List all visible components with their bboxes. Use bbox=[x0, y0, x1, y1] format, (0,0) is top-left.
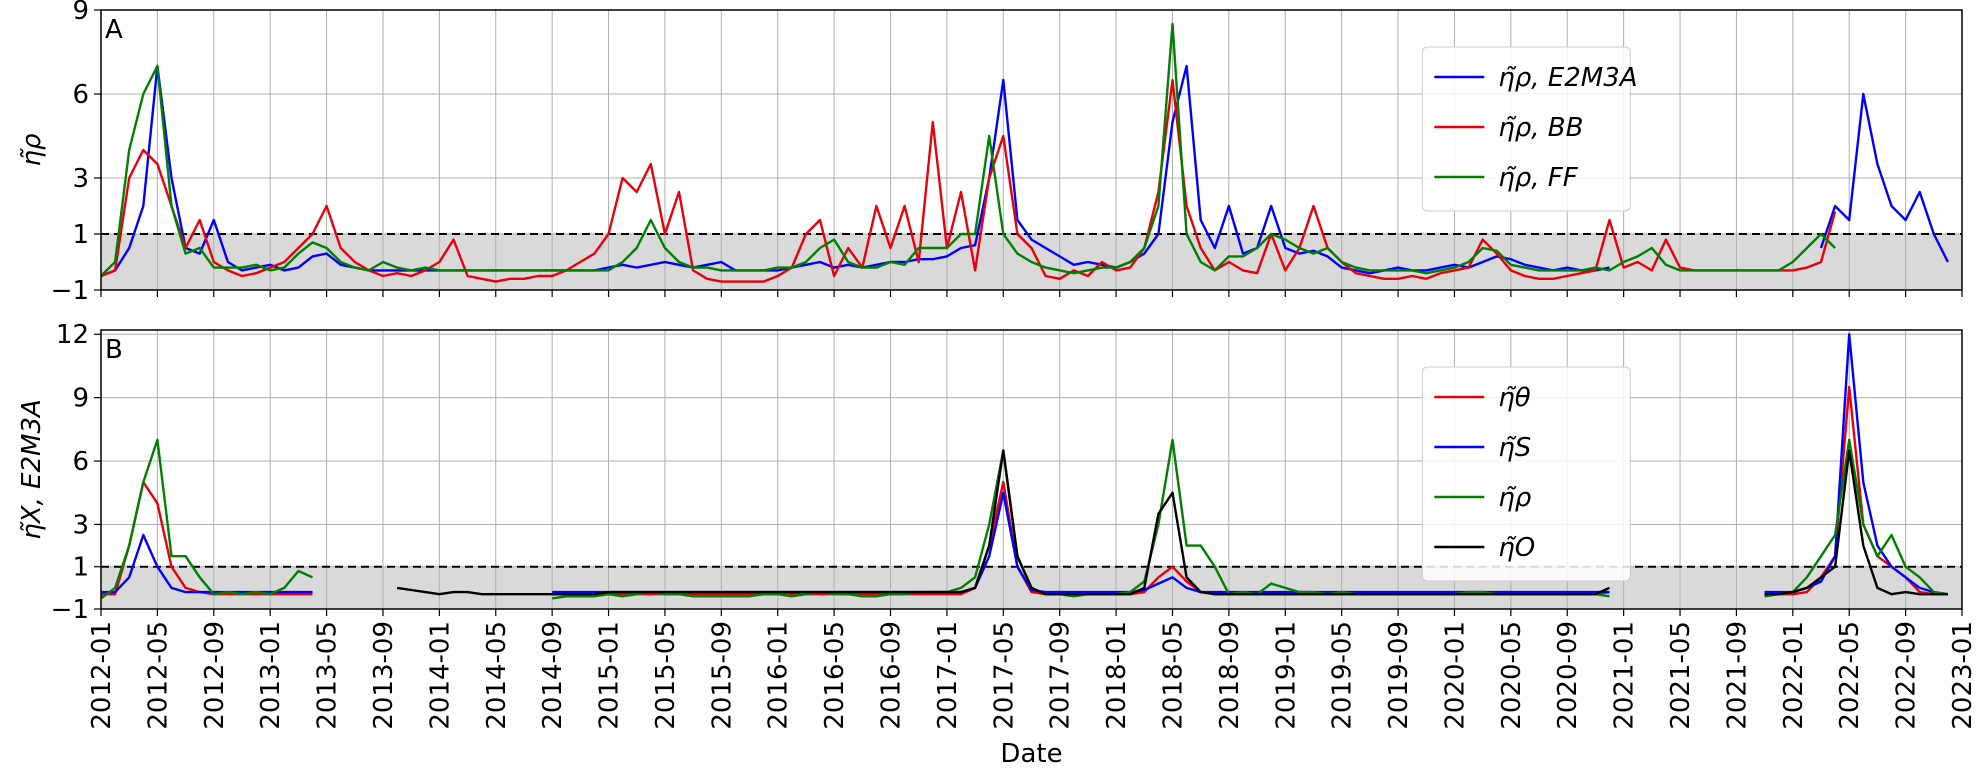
x-tick-label: 2018-01 bbox=[1102, 621, 1132, 730]
y-tick-label: 3 bbox=[72, 164, 89, 194]
legend-label: η̃O bbox=[1498, 533, 1535, 563]
x-tick-label: 2021-05 bbox=[1666, 621, 1696, 730]
series-line bbox=[101, 22, 1836, 277]
legend-label: η̃ρ, FF bbox=[1498, 163, 1578, 193]
plot-frame bbox=[100, 9, 1963, 291]
x-tick-label: 2017-05 bbox=[989, 621, 1019, 730]
x-tick-label: 2012-05 bbox=[143, 621, 173, 730]
x-tick-label: 2016-01 bbox=[764, 621, 794, 730]
x-tick-label: 2013-01 bbox=[256, 621, 286, 730]
x-tick-label: 2017-01 bbox=[933, 621, 963, 730]
x-axis-label: Date bbox=[1000, 739, 1062, 768]
x-tick-label: 2013-05 bbox=[313, 621, 343, 730]
series-line bbox=[101, 333, 1949, 596]
y-tick-label: 1 bbox=[72, 553, 89, 583]
x-tick-label: 2015-05 bbox=[651, 621, 681, 730]
y-tick-label: −1 bbox=[51, 595, 89, 625]
series-layer bbox=[101, 333, 1949, 600]
series-layer bbox=[101, 22, 1949, 283]
x-tick-label: 2015-09 bbox=[707, 621, 737, 730]
x-tick-label: 2022-05 bbox=[1835, 621, 1865, 730]
x-tick-label: 2023-01 bbox=[1948, 621, 1976, 730]
x-tick-label: 2017-09 bbox=[1046, 621, 1076, 730]
x-tick-label: 2020-01 bbox=[1440, 621, 1470, 730]
y-tick-label: 1 bbox=[72, 220, 89, 250]
x-tick-label: 2014-05 bbox=[482, 621, 512, 730]
y-tick-label: −1 bbox=[51, 276, 89, 306]
y-tick-label: 12 bbox=[56, 320, 89, 350]
panel-label: B bbox=[105, 335, 123, 365]
x-tick-label: 2013-09 bbox=[369, 621, 399, 730]
x-tick-label: 2015-01 bbox=[595, 621, 625, 730]
y-tick-label: 9 bbox=[72, 0, 89, 26]
y-tick-label: 6 bbox=[72, 447, 89, 477]
legend-box bbox=[1421, 46, 1631, 212]
x-tick-label: 2016-09 bbox=[877, 621, 907, 730]
series-line bbox=[101, 78, 1837, 283]
legend-label: η̃ρ bbox=[1498, 483, 1531, 513]
series-line bbox=[396, 449, 1948, 596]
x-tick-label: 2020-09 bbox=[1553, 621, 1583, 730]
x-tick-label: 2014-09 bbox=[538, 621, 568, 730]
x-tick-label: 2019-01 bbox=[1271, 621, 1301, 730]
panel-label: A bbox=[105, 15, 123, 45]
legend-label: η̃ρ, BB bbox=[1498, 113, 1583, 143]
x-tick-label: 2022-01 bbox=[1779, 621, 1809, 730]
x-tick-label: 2012-01 bbox=[87, 621, 117, 730]
x-tick-label: 2016-05 bbox=[820, 621, 850, 730]
x-tick-label: 2019-09 bbox=[1384, 621, 1414, 730]
x-tick-label: 2012-09 bbox=[200, 621, 230, 730]
y-tick-label: 3 bbox=[72, 510, 89, 540]
x-tick-label: 2018-05 bbox=[1158, 621, 1188, 730]
legend-box bbox=[1421, 366, 1631, 582]
x-tick-label: 2014-01 bbox=[425, 621, 455, 730]
legend-label: η̃ρ, E2M3A bbox=[1498, 63, 1637, 93]
x-tick-label: 2019-05 bbox=[1328, 621, 1358, 730]
legend-label: η̃θ bbox=[1498, 383, 1530, 413]
x-tick-label: 2022-09 bbox=[1892, 621, 1922, 730]
y-axis-label: η̃X, E2M3A bbox=[17, 399, 47, 540]
x-tick-label: 2021-09 bbox=[1722, 621, 1752, 730]
legend-label: η̃S bbox=[1498, 433, 1531, 463]
y-tick-label: 6 bbox=[72, 80, 89, 110]
y-axis-label: η̃ρ bbox=[17, 133, 47, 166]
y-tick-label: 9 bbox=[72, 384, 89, 414]
series-line bbox=[101, 385, 1948, 596]
plot-frame bbox=[100, 329, 1963, 610]
x-tick-label: 2020-05 bbox=[1497, 621, 1527, 730]
x-tick-label: 2021-01 bbox=[1610, 621, 1640, 730]
x-tick-label: 2018-09 bbox=[1215, 621, 1245, 730]
